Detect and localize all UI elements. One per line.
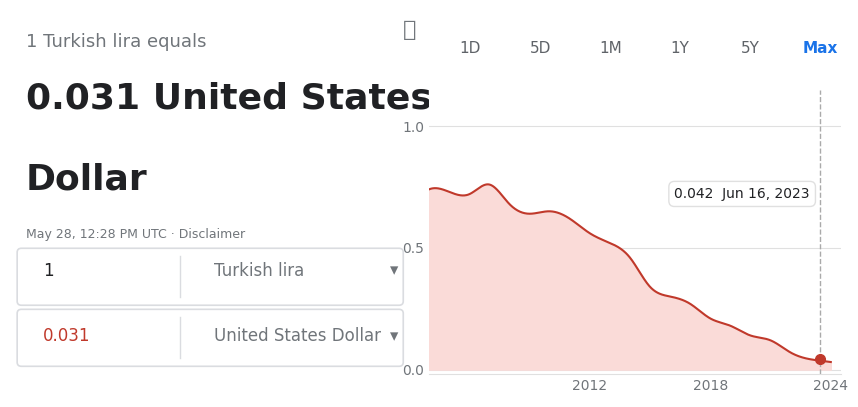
Text: 1Y: 1Y — [671, 42, 690, 56]
Text: 0.031 United States: 0.031 United States — [26, 81, 432, 116]
Text: 1M: 1M — [599, 42, 621, 56]
Text: 0.042  Jun 16, 2023: 0.042 Jun 16, 2023 — [674, 187, 810, 201]
Text: May 28, 12:28 PM UTC · Disclaimer: May 28, 12:28 PM UTC · Disclaimer — [26, 228, 245, 241]
Text: ⧉: ⧉ — [402, 20, 416, 40]
Text: 1D: 1D — [460, 42, 480, 56]
Text: ▾: ▾ — [390, 327, 399, 345]
Text: 1: 1 — [43, 262, 53, 280]
Text: 1 Turkish lira equals: 1 Turkish lira equals — [26, 33, 206, 50]
Text: Dollar: Dollar — [26, 163, 148, 197]
FancyBboxPatch shape — [17, 248, 403, 305]
Text: United States Dollar: United States Dollar — [214, 327, 382, 345]
Text: Turkish lira: Turkish lira — [214, 262, 305, 280]
FancyBboxPatch shape — [17, 309, 403, 366]
Text: 0.031: 0.031 — [43, 327, 90, 345]
Text: ▾: ▾ — [390, 262, 399, 280]
Text: 5D: 5D — [529, 42, 551, 56]
Text: 5Y: 5Y — [740, 42, 759, 56]
Text: Max: Max — [802, 42, 838, 56]
